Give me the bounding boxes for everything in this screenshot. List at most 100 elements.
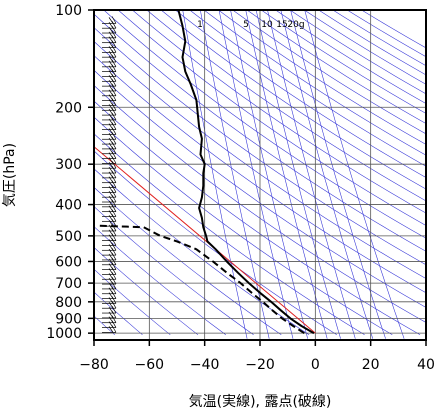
wind-barb-flag <box>111 194 117 203</box>
y-tick-label: 900 <box>55 311 82 327</box>
wind-barb-flag <box>111 122 117 130</box>
wind-barb-flag <box>111 107 117 116</box>
wind-barb-flag <box>111 30 117 39</box>
dry-adiabat-line <box>94 186 282 336</box>
dry-adiabat-line <box>94 133 365 336</box>
wind-barb-flag <box>111 175 117 183</box>
wind-barb-flag <box>111 228 117 236</box>
wind-barb-flag <box>111 156 117 164</box>
wind-barb-flag <box>111 103 117 111</box>
wind-barb-flag <box>111 296 117 304</box>
x-tick-label: −80 <box>79 357 109 373</box>
dry-adiabat-line <box>94 85 426 323</box>
mixing-ratio-labels: 1 5 10 15 20g <box>197 20 304 30</box>
y-tick-label: 1000 <box>46 326 82 342</box>
dry-adiabat-line <box>318 10 426 76</box>
x-tick-label: −20 <box>245 357 275 373</box>
wind-barb-flag <box>111 64 117 72</box>
wind-barb <box>102 325 117 333</box>
wind-barb-flag <box>111 132 117 140</box>
wind-barb-flag <box>111 185 117 193</box>
dry-adiabat-line <box>232 10 426 135</box>
wind-barb-flag <box>111 233 117 241</box>
dry-adiabat-line <box>246 10 426 124</box>
wind-barb-flag <box>111 78 117 87</box>
x-tick-label: −60 <box>135 357 165 373</box>
wind-barb-flag <box>111 252 117 261</box>
wind-barb-flag <box>111 161 117 169</box>
wind-barb-flag <box>111 272 117 280</box>
isobar-grid <box>94 10 426 334</box>
y-tick-label: 100 <box>55 3 82 19</box>
wind-barb-flag <box>111 35 117 43</box>
dry-adiabat-line <box>218 10 426 145</box>
wind-barb-flag <box>111 247 117 256</box>
wind-barb-flag <box>111 49 117 58</box>
dry-adiabat-line <box>304 10 426 85</box>
mixing-ratio-line <box>218 10 294 339</box>
wind-barb-flag <box>111 291 117 299</box>
mixing-ratio-line <box>280 10 374 339</box>
wind-barb-flag <box>111 21 117 29</box>
dry-adiabat-line <box>332 10 426 67</box>
wind-barb-flag <box>111 59 117 68</box>
y-tick-label: 600 <box>55 254 82 270</box>
wind-barb-flag <box>111 165 117 174</box>
x-tick-label: 20 <box>362 357 380 373</box>
dry-adiabat-line <box>117 10 426 226</box>
x-tick-label: 40 <box>417 357 435 373</box>
wind-barb-flag <box>111 45 117 53</box>
y-tick-label: 300 <box>55 157 82 173</box>
dry-adiabat-line <box>103 10 426 239</box>
wind-barb-flag <box>111 40 117 48</box>
wind-barb-flag <box>111 320 117 328</box>
wind-barb-flag <box>111 209 117 217</box>
dry-adiabat-line <box>289 10 426 95</box>
plot-area <box>94 10 426 340</box>
wind-barb-flag <box>111 286 117 294</box>
dry-adiabat-line <box>160 10 426 190</box>
x-tick-label: −40 <box>190 357 220 373</box>
dry-adiabat-line <box>94 168 310 336</box>
mixing-ratio-label: 1 <box>197 20 203 30</box>
wind-barb-flag <box>111 305 117 314</box>
y-tick-label: 400 <box>55 198 82 214</box>
x-axis-title: 気温(実線), 露点(破線) <box>189 394 332 410</box>
dry-adiabat-line <box>347 10 426 58</box>
reference-line <box>94 146 316 334</box>
wind-barb-flag <box>111 88 117 96</box>
wind-barb-flag <box>111 276 117 285</box>
wind-barb-flag <box>111 146 117 154</box>
wind-barb-flag <box>111 262 117 270</box>
wind-barb-flag <box>111 180 117 188</box>
dry-adiabat-line <box>146 10 426 202</box>
dry-adiabat-line <box>94 100 421 336</box>
wind-barb-flag <box>111 112 117 121</box>
dry-adiabat-line <box>94 206 254 336</box>
y-tick-label: 700 <box>55 276 82 292</box>
wind-barb-flag <box>111 83 117 92</box>
dry-adiabat-line <box>203 10 426 156</box>
dry-adiabat-line <box>94 27 426 266</box>
dry-adiabat-line <box>94 41 426 279</box>
mixing-ratio-line <box>304 10 405 339</box>
wind-barb-flag <box>111 325 117 333</box>
dry-adiabat-line <box>94 116 393 336</box>
wind-barb-flag <box>111 69 117 77</box>
y-tick-label: 200 <box>55 100 82 116</box>
wind-barb-flag <box>108 326 114 333</box>
wind-barb-flag <box>111 190 117 198</box>
dry-adiabat-line <box>132 10 426 214</box>
wind-barb-flag <box>111 74 117 82</box>
wind-barb-flag <box>111 218 117 227</box>
wind-barb-flag <box>111 214 117 222</box>
wind-barb-flag <box>111 54 117 63</box>
mixing-ratio-line <box>255 10 341 339</box>
mixing-ratio-line <box>200 10 270 339</box>
wind-barb-flag <box>111 238 117 246</box>
dry-adiabat-line <box>94 226 226 336</box>
mixing-ratio-label: 20g <box>287 20 304 30</box>
wind-barb-flag <box>111 315 117 323</box>
dry-adiabat-line <box>261 10 426 114</box>
